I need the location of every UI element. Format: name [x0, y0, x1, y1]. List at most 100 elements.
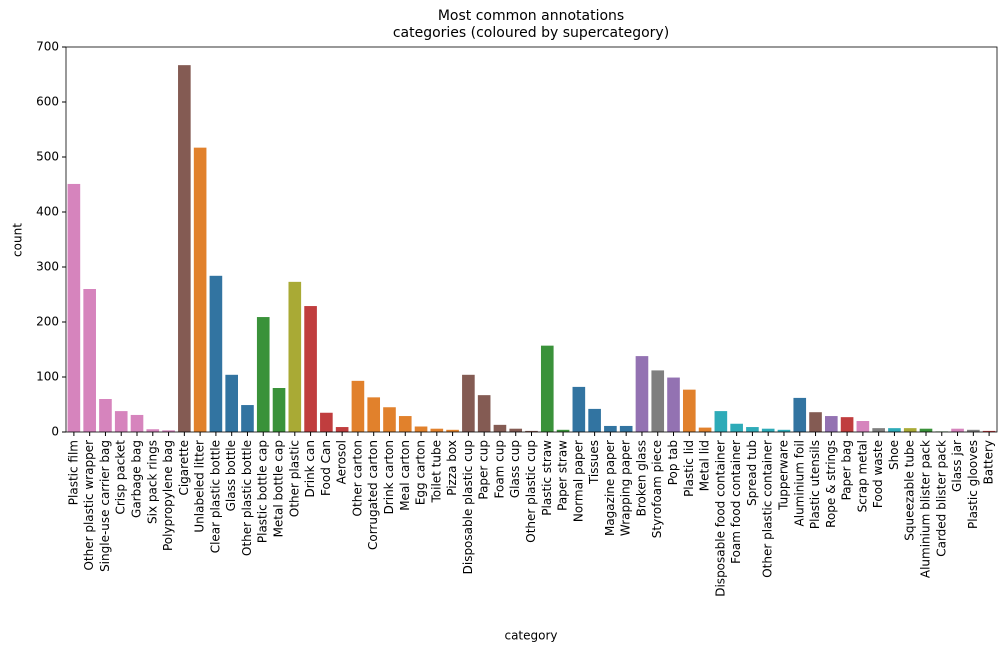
bar: [446, 429, 459, 432]
x-tick-label: Aerosol: [335, 440, 349, 484]
bar: [809, 412, 822, 432]
bar: [225, 374, 238, 432]
x-tick-label: Plastic film: [66, 440, 80, 505]
x-tick-label: Foam cup: [492, 440, 506, 499]
x-tick-label: Aluminium foil: [792, 440, 806, 526]
bar: [730, 423, 743, 432]
bar: [840, 417, 854, 432]
bar: [178, 65, 191, 433]
x-tick-label: Carded blister pack: [934, 440, 948, 557]
bar: [604, 425, 617, 432]
bar: [256, 317, 270, 432]
bar: [477, 395, 491, 432]
bar: [320, 412, 333, 432]
x-axis-label: category: [504, 629, 557, 643]
x-tick-label: Magazine paper: [603, 440, 617, 536]
bar: [540, 345, 554, 432]
x-tick-label: Pizza box: [445, 440, 459, 496]
x-tick-label: Toilet tube: [429, 440, 443, 504]
bar: [509, 428, 523, 432]
bar: [525, 430, 538, 432]
y-axis-label: count: [11, 223, 25, 257]
y-tick-label: 400: [36, 205, 59, 219]
y-tick-label: 200: [36, 315, 59, 329]
x-tick-label: Glass jar: [950, 440, 964, 492]
x-tick-label: Other plastic container: [761, 440, 775, 578]
bar: [777, 429, 791, 432]
x-tick-label: Plastic utensils: [808, 440, 822, 529]
x-tick-label: Paper bag: [840, 440, 854, 500]
bar: [114, 411, 128, 432]
bar: [414, 426, 428, 432]
y-tick-label: 700: [36, 40, 59, 54]
x-tick-label: Meal carton: [398, 440, 412, 511]
chart-title: categories (coloured by supercategory): [393, 25, 669, 41]
x-tick-label: Styrofoam piece: [650, 440, 664, 538]
y-tick-label: 100: [36, 370, 59, 384]
x-tick-label: Glass cup: [508, 440, 522, 498]
x-tick-label: Other plastic: [287, 440, 301, 517]
x-tick-label: Unlabeled litter: [193, 440, 207, 533]
x-tick-label: Wrapping paper: [619, 440, 633, 536]
x-tick-label: Glass bottle: [224, 440, 238, 511]
x-tick-label: Plastic lid: [682, 440, 696, 497]
bar: [682, 389, 696, 432]
x-tick-label: Food waste: [871, 440, 885, 508]
bar: [967, 429, 980, 432]
bar: [951, 428, 964, 432]
bar: [825, 416, 838, 432]
x-tick-label: Garbage bag: [130, 440, 144, 518]
x-tick-label: Paper straw: [556, 440, 570, 511]
bar: [462, 374, 475, 432]
x-tick-label: Plastic straw: [540, 440, 554, 516]
bar: [872, 428, 885, 432]
bar: [746, 427, 759, 432]
bar: [83, 289, 96, 432]
x-tick-label: Paper cup: [477, 440, 491, 500]
bar: [162, 430, 175, 432]
bar: [67, 183, 81, 432]
bar: [572, 386, 586, 432]
bar: [288, 281, 302, 432]
y-tick-label: 600: [36, 95, 59, 109]
x-tick-label: Plastic bottle cap: [256, 440, 270, 543]
x-tick-label: Crisp packet: [114, 440, 128, 515]
x-tick-label: Scrap metal: [855, 440, 869, 512]
bar: [919, 428, 933, 432]
bar: [272, 388, 286, 432]
x-tick-label: Food Can: [319, 440, 333, 496]
bar: [651, 370, 665, 432]
x-tick-label: Disposable plastic cup: [461, 440, 475, 574]
x-tick-label: Other plastic bottle: [240, 440, 254, 556]
bar: [793, 397, 807, 432]
bar: [146, 429, 160, 432]
x-tick-label: Other carton: [350, 440, 364, 516]
x-tick-label: Egg carton: [414, 440, 428, 505]
bar: [304, 306, 317, 432]
bar: [335, 427, 349, 432]
bar: [383, 407, 396, 432]
y-tick-label: 500: [36, 150, 59, 164]
bar: [903, 428, 917, 432]
x-tick-label: Normal paper: [571, 440, 585, 522]
plot-frame: [65, 46, 998, 433]
x-tick-label: Metal bottle cap: [272, 440, 286, 537]
x-tick-label: Broken glass: [634, 440, 648, 516]
bar: [398, 416, 412, 432]
x-tick-label: Drink can: [303, 440, 317, 497]
bar: [351, 380, 365, 432]
bar: [193, 147, 207, 432]
x-tick-label: Plastic glooves: [966, 440, 980, 529]
bar: [619, 425, 633, 432]
x-tick-label: Spread tub: [745, 440, 759, 506]
x-tick-label: Single-use carrier bag: [98, 440, 112, 572]
bar: [209, 275, 223, 432]
x-tick-label: Drink carton: [382, 440, 396, 514]
x-tick-label: Tissues: [587, 440, 601, 485]
bar: [430, 428, 444, 432]
bar: [493, 424, 507, 432]
y-tick-label: 0: [51, 425, 59, 439]
x-tick-label: Tupperware: [776, 440, 790, 511]
bar: [99, 399, 112, 432]
